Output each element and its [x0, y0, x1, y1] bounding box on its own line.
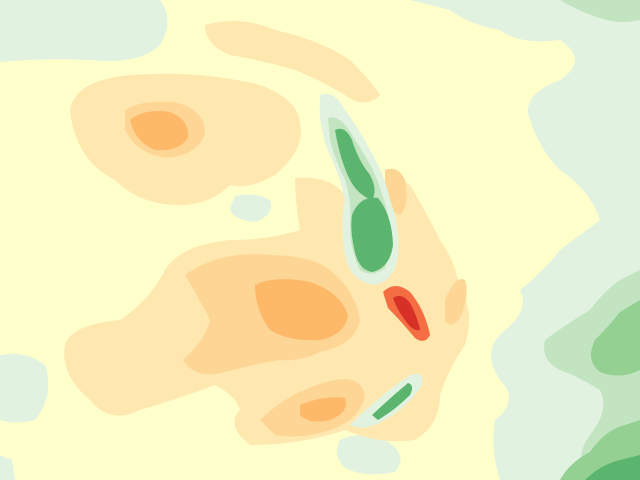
- pale-green-region-northwest: [0, 0, 168, 62]
- mid-green-region-east: [591, 300, 640, 376]
- light-green-region-northeast: [560, 0, 640, 23]
- pale-green-region-southwest: [0, 455, 15, 480]
- pale-orange-strip-north: [205, 21, 380, 103]
- pale-green-south-patch: [336, 435, 401, 475]
- pale-green-island-1: [230, 194, 271, 222]
- light-orange-east-finger: [445, 279, 467, 325]
- mid-orange-central: [255, 279, 348, 341]
- mid-orange-northwest: [130, 111, 189, 151]
- mid-orange-south: [300, 397, 346, 422]
- pale-green-region-west: [0, 353, 49, 423]
- green-lake-main: [351, 197, 393, 272]
- green-southern-streak: [372, 383, 413, 420]
- red-hotspot-core: [393, 295, 420, 331]
- green-lake-north: [335, 128, 375, 200]
- dark-green-region-southeast: [585, 455, 640, 480]
